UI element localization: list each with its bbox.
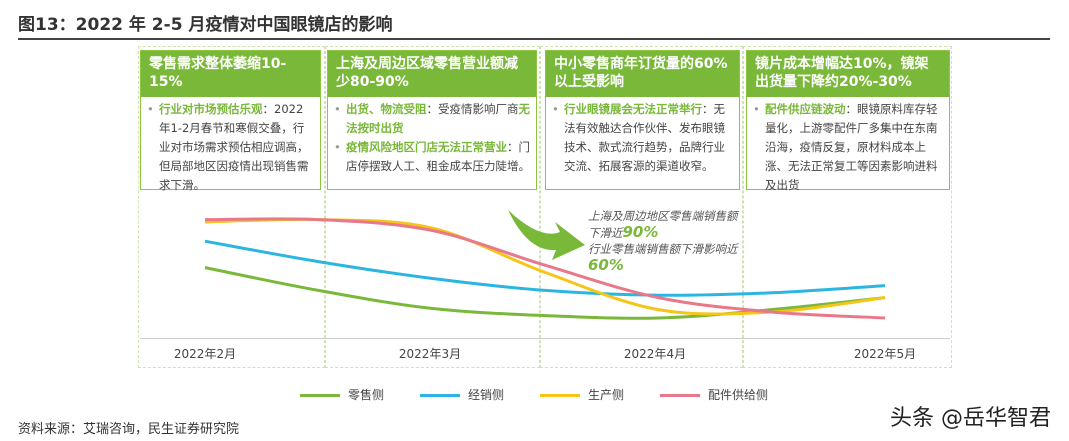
- info-card: 零售需求整体萎缩10-15% • 行业对市场预估乐观：2022年1-2月春节和寒假交…: [140, 50, 321, 192]
- watermark: 头条 @岳华智君: [890, 406, 1051, 431]
- series-line-零售侧: [204, 266, 886, 320]
- column-3: [540, 46, 743, 368]
- annotation-value-2: 60%: [588, 256, 624, 274]
- annotation-value-1: 90%: [622, 223, 659, 241]
- x-axis: [140, 338, 950, 339]
- series-line-配件供给侧: [204, 217, 886, 320]
- series-line-经销侧: [204, 239, 886, 297]
- legend: 零售侧 经销侧 生产侧 配件供给侧: [300, 386, 768, 403]
- card-bullet: • 疫情风险地区门店无法正常营业：门店停摆致人工、租金成本压力陡增。: [334, 140, 530, 173]
- card-header: 镜片成本增幅达10%，镜架出货量下降约20%-30%: [747, 51, 949, 97]
- source-note: 资料来源：艾瑞咨询，民生证券研究院: [18, 422, 240, 437]
- info-card: 上海及周边区域零售营业额减少80-90% • 出货、物流受阻：受疫情影响厂商无法按时…: [327, 50, 537, 190]
- annotation-text-2: 行业零售端销售额下滑影响近: [588, 242, 738, 256]
- legend-item: 生产侧: [540, 386, 624, 403]
- card-bullet: • 行业眼镜展会无法正常举行：无法有效触达合作伙伴、发布眼镜技术、款式流行趋势，品…: [552, 102, 725, 173]
- legend-item: 经销侧: [420, 386, 504, 403]
- legend-item: 零售侧: [300, 386, 384, 403]
- x-tick-label: 2022年2月: [173, 347, 237, 361]
- column-2: [325, 46, 540, 368]
- title-rule: [18, 38, 1050, 40]
- annotation-text-1: 上海及周边地区零售端销售额下滑近: [588, 209, 738, 240]
- card-header: 上海及周边区域零售营业额减少80-90%: [328, 51, 536, 97]
- x-tick-label: 2022年3月: [398, 347, 462, 361]
- card-header: 零售需求整体萎缩10-15%: [141, 51, 320, 97]
- card-bullet: • 行业对市场预估乐观：2022年1-2月春节和寒假交叠，行业对市场需求预估相应调…: [147, 102, 309, 192]
- card-bullet: • 配件供应链波动：眼镜原料库存轻量化，上游零配件厂多集中在东南沿海，疫情反复，原…: [753, 102, 938, 192]
- column-1: [138, 46, 325, 368]
- info-card: 中小零售商年订货量的60%以上受影响 • 行业眼镜展会无法正常举行：无法有效触达合作…: [545, 50, 740, 190]
- column-4: [743, 46, 952, 368]
- x-tick-label: 2022年5月: [853, 347, 917, 361]
- card-bullet: • 出货、物流受阻：受疫情影响厂商无法按时出货: [334, 102, 530, 135]
- x-tick-label: 2022年4月: [623, 347, 687, 361]
- legend-item: 配件供给侧: [660, 386, 768, 403]
- figure-title: 图13：2022 年 2-5 月疫情对中国眼镜店的影响: [18, 15, 393, 35]
- arrow-icon: [508, 210, 585, 260]
- info-card: 镜片成本增幅达10%，镜架出货量下降约20%-30% • 配件供应链波动：眼镜原料库…: [746, 50, 950, 192]
- card-header: 中小零售商年订货量的60%以上受影响: [546, 51, 739, 97]
- annotation: 上海及周边地区零售端销售额下滑近90% 行业零售端销售额下滑影响近60%: [588, 208, 738, 274]
